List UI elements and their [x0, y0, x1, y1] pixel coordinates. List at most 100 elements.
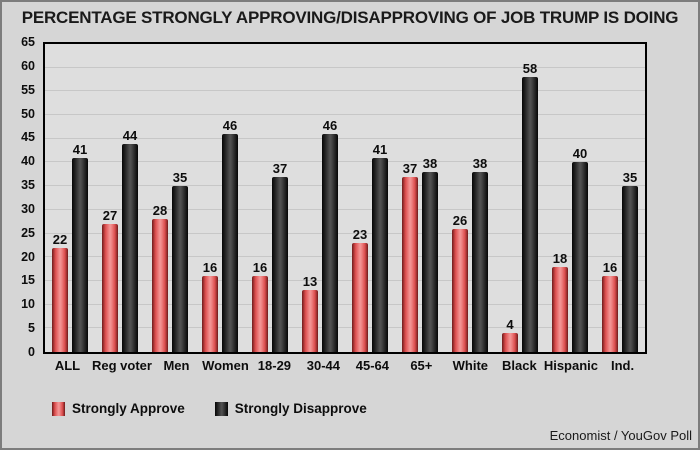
bar-value-label: 16: [202, 260, 218, 276]
legend-item-approve: Strongly Approve: [52, 401, 185, 416]
bar-value-label: 35: [622, 170, 638, 186]
x-axis-label: Hispanic: [543, 358, 599, 373]
approve-bar: 27: [102, 208, 118, 352]
bar-value-label: 13: [302, 274, 318, 290]
x-axis-label: Reg voter: [91, 358, 152, 373]
approve-bar: 16: [602, 260, 618, 352]
bar-group: 16 46: [202, 44, 238, 352]
y-tick-label: 10: [21, 297, 35, 312]
chart-title: PERCENTAGE STRONGLY APPROVING/DISAPPROVI…: [21, 8, 679, 27]
disapprove-bar: 41: [72, 142, 88, 352]
legend-label-approve: Strongly Approve: [72, 401, 185, 416]
bar-value-label: 16: [252, 260, 268, 276]
gridline: [45, 161, 645, 163]
bar-group: 22 41: [52, 44, 88, 352]
y-tick-label: 40: [21, 154, 35, 169]
bar-group: 26 38: [452, 44, 488, 352]
approve-bar: 37: [402, 161, 418, 352]
approve-bar: 18: [552, 251, 568, 352]
gridline: [45, 114, 645, 116]
bar-value-label: 37: [272, 160, 288, 176]
y-tick-label: 65: [21, 35, 35, 49]
x-axis-label: White: [452, 358, 489, 373]
bar-group: 23 41: [352, 44, 388, 352]
x-axis: ALL Reg voter Men Women 18-29 30-44 45-64 65+ Wh…: [43, 358, 647, 373]
y-tick-label: 15: [21, 273, 35, 288]
x-axis-label: 30-44: [306, 358, 341, 373]
disapprove-bar: 40: [572, 146, 588, 352]
approve-bar: 28: [152, 203, 168, 352]
bar-value-label: 23: [352, 227, 368, 243]
gridline: [45, 232, 645, 234]
approve-bar: 16: [202, 260, 218, 352]
bar-value-label: 26: [452, 212, 468, 228]
bars-container: 22 41 27 44 28 35 16 46 16 37 13 46 23 41 37 38 26 38 4 58 1…: [45, 44, 645, 352]
approve-bar: 26: [452, 213, 468, 352]
bar-group: 4 58: [502, 44, 538, 352]
y-tick-label: 45: [21, 130, 35, 145]
approve-bar: 22: [52, 232, 68, 352]
approve-bar: 4: [502, 317, 518, 352]
x-axis-label: Black: [501, 358, 537, 373]
bar-value-label: 58: [522, 61, 538, 77]
bar-value-label: 16: [602, 260, 618, 276]
approve-bar: 16: [252, 260, 268, 352]
y-tick-label: 25: [21, 225, 35, 240]
approve-bar: 23: [352, 227, 368, 352]
bar-value-label: 35: [172, 170, 188, 186]
disapprove-bar: 58: [522, 61, 538, 352]
bar-value-label: 22: [52, 231, 68, 247]
y-tick-label: 35: [21, 178, 35, 193]
x-axis-label: 65+: [410, 358, 433, 373]
disapprove-bar: 41: [372, 142, 388, 352]
y-tick-label: 30: [21, 201, 35, 216]
disapprove-bar: 38: [472, 156, 488, 352]
bar-value-label: 27: [102, 208, 118, 224]
gridline: [45, 303, 645, 305]
disapprove-bar: 35: [172, 170, 188, 352]
x-axis-label: Women: [202, 358, 249, 373]
x-axis-label: 18-29: [257, 358, 292, 373]
y-tick-label: 20: [21, 249, 35, 264]
plot-area: 22 41 27 44 28 35 16 46 16 37 13 46 23 41 37 38 26 38 4 58 1…: [43, 42, 647, 354]
disapprove-bar: 46: [222, 118, 238, 352]
disapprove-bar: 35: [622, 170, 638, 352]
bar-value-label: 46: [322, 118, 338, 134]
y-tick-label: 60: [21, 58, 35, 73]
legend-item-disapprove: Strongly Disapprove: [214, 401, 367, 416]
bar-value-label: 37: [402, 160, 418, 176]
y-tick-label: 50: [21, 106, 35, 121]
bar-value-label: 38: [472, 155, 488, 171]
bar-value-label: 46: [222, 118, 238, 134]
y-tick-label: 5: [28, 321, 35, 336]
gridline: [45, 90, 645, 92]
bar-group: 16 37: [252, 44, 288, 352]
gridline: [45, 137, 645, 139]
gridline: [45, 185, 645, 187]
bar-value-label: 44: [122, 127, 138, 143]
approve-swatch-icon: [52, 401, 65, 416]
gridline: [45, 279, 645, 281]
disapprove-swatch-icon: [214, 401, 228, 416]
gridline: [45, 327, 645, 329]
legend-label-disapprove: Strongly Disapprove: [234, 401, 367, 416]
bar-value-label: 4: [506, 317, 514, 333]
y-tick-label: 0: [28, 345, 35, 359]
x-axis-label: Men: [163, 358, 190, 373]
bar-group: 16 35: [602, 44, 638, 352]
bar-group: 27 44: [102, 44, 138, 352]
bar-value-label: 28: [152, 203, 168, 219]
bar-value-label: 18: [552, 250, 568, 266]
bar-group: 13 46: [302, 44, 338, 352]
source-attribution: Economist / YouGov Poll: [549, 428, 692, 443]
disapprove-bar: 38: [422, 156, 438, 352]
gridline: [45, 256, 645, 258]
y-tick-label: 55: [21, 82, 35, 97]
disapprove-bar: 44: [122, 128, 138, 352]
approve-bar: 13: [302, 274, 318, 352]
bar-value-label: 41: [372, 141, 388, 157]
bar-value-label: 40: [572, 146, 588, 162]
gridline: [45, 66, 645, 68]
legend: Strongly Approve Strongly Disapprove: [52, 401, 367, 416]
gridline: [45, 208, 645, 210]
